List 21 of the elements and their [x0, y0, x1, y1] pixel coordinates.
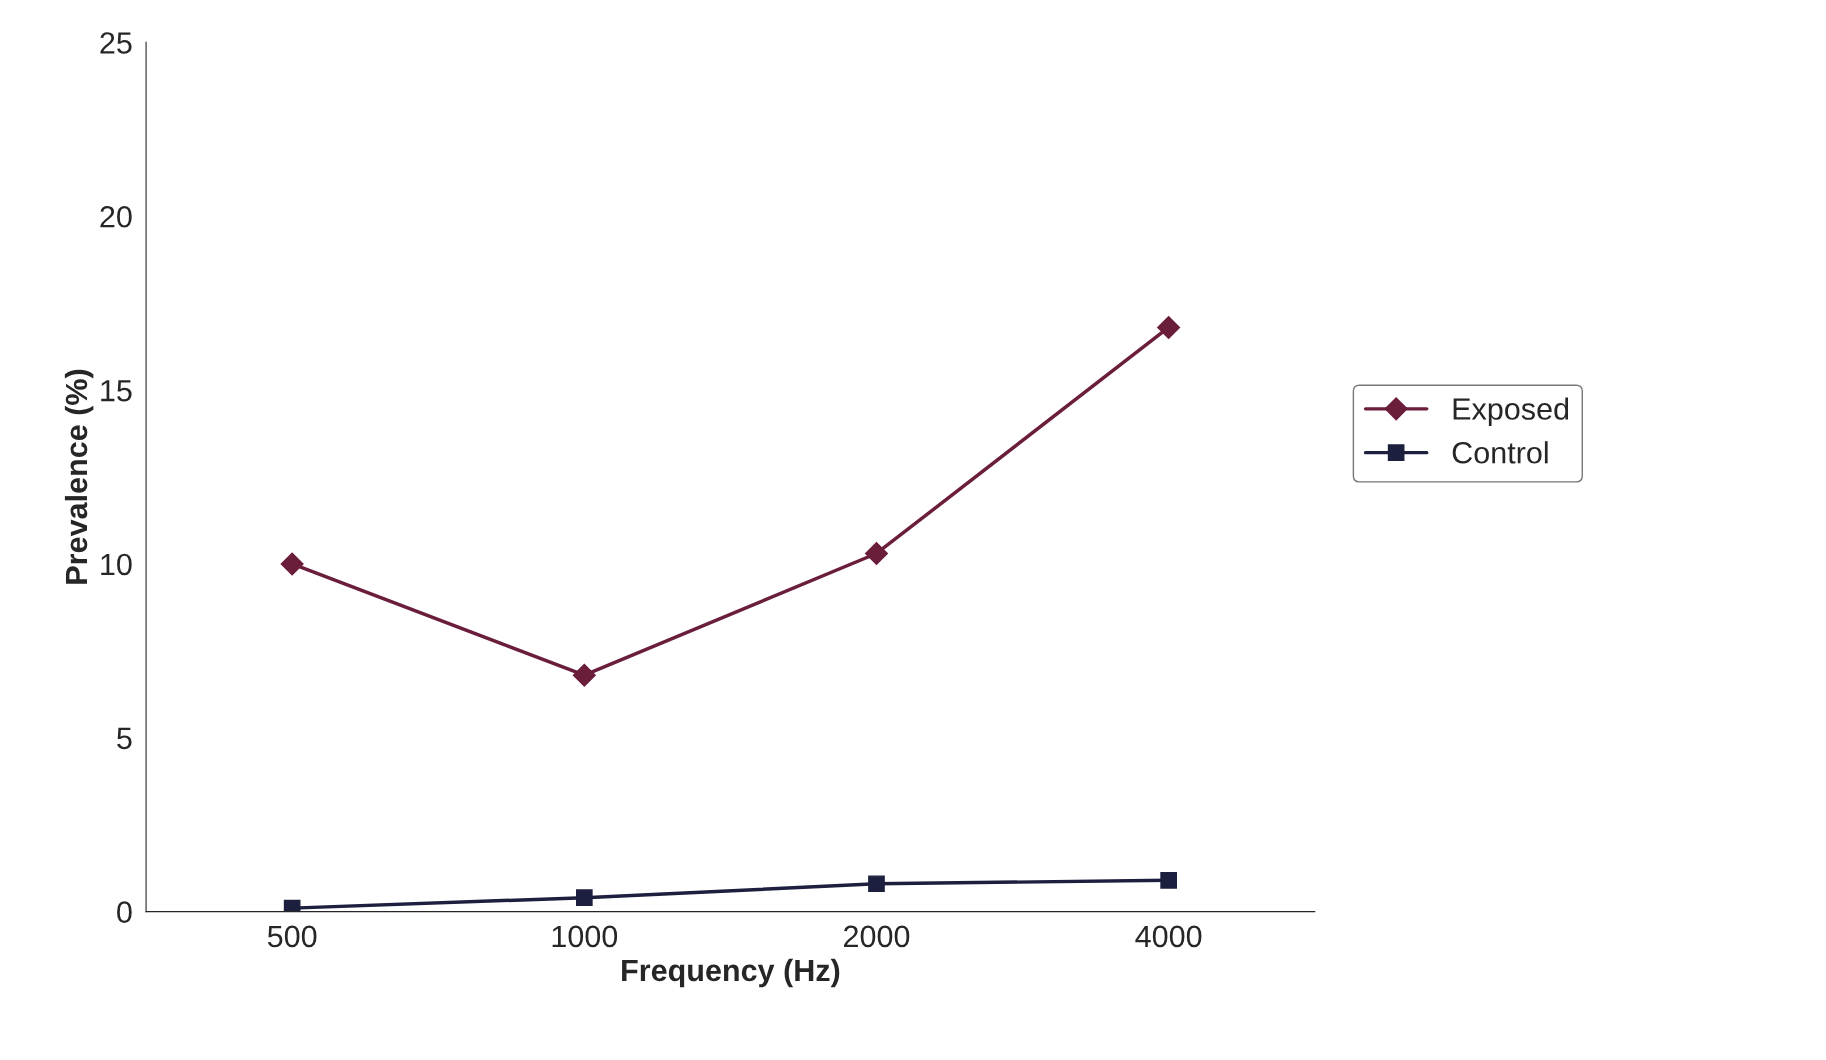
x-tick-label: 1000: [552, 925, 618, 948]
x-tick-label: 2000: [844, 925, 910, 948]
y-tick-label: 20: [100, 205, 132, 228]
legend-label: Exposed: [1453, 397, 1569, 426]
y-tick-label: 5: [117, 727, 132, 750]
x-tick-label: 500: [267, 925, 317, 948]
x-tick-label: 4000: [1135, 925, 1202, 948]
point: [868, 875, 885, 893]
point: [864, 541, 888, 565]
y-tick-label: 25: [100, 32, 132, 54]
point: [575, 889, 593, 907]
point: [1160, 871, 1177, 889]
x-axis-title: Frequency (Hz): [622, 958, 840, 988]
point: [572, 663, 596, 687]
point: [280, 552, 304, 576]
y-tick-label: 10: [101, 553, 132, 576]
y-tick-label: 15: [101, 380, 132, 402]
legend-label: Control: [1452, 441, 1548, 464]
y-axis-title: Prevalence (%): [64, 369, 94, 584]
point: [1157, 315, 1181, 339]
y-tick-label: 0: [117, 901, 132, 923]
